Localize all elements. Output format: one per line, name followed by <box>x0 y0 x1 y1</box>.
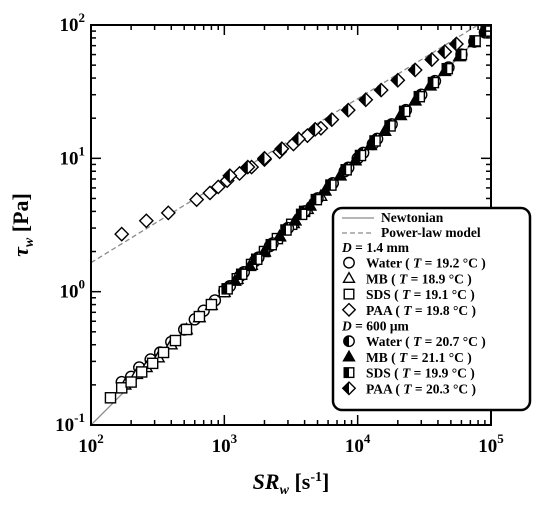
data-point <box>280 224 292 236</box>
legend-marker <box>341 381 357 396</box>
data-point <box>398 105 411 118</box>
data-point <box>210 179 226 195</box>
data-point <box>455 48 468 61</box>
data-point <box>189 192 205 208</box>
legend-group-header: D = 600 μm <box>341 319 409 334</box>
y-tick-label: 10-1 <box>55 410 85 436</box>
data-point <box>257 244 272 257</box>
data-point <box>138 213 154 229</box>
data-point <box>256 150 273 166</box>
data-point <box>114 226 130 242</box>
legend-series-label: PAA ( T = 19.8 °C ) <box>366 303 476 318</box>
data-point <box>441 62 454 75</box>
y-tick-label: 101 <box>60 143 86 169</box>
data-point <box>157 346 170 359</box>
data-point <box>205 298 218 311</box>
data-point <box>324 112 340 128</box>
data-point <box>227 273 242 286</box>
data-point <box>115 382 128 394</box>
data-point <box>373 82 389 98</box>
data-point <box>424 52 440 68</box>
y-tick-label: 100 <box>60 277 86 303</box>
data-point <box>390 72 406 88</box>
legend-marker <box>343 335 355 348</box>
data-point <box>384 120 396 132</box>
data-point <box>202 185 218 201</box>
data-point <box>125 376 137 388</box>
legend-series-label: MB ( T = 18.9 °C ) <box>366 271 472 286</box>
data-point <box>135 366 148 378</box>
data-point <box>437 44 453 60</box>
legend-marker <box>342 349 356 362</box>
data-point <box>427 76 440 89</box>
data-point <box>222 168 238 184</box>
data-point <box>235 268 248 281</box>
data-points <box>104 25 491 404</box>
data-point <box>310 193 323 206</box>
x-tick-label: 105 <box>478 431 504 457</box>
data-point <box>407 62 423 78</box>
data-point <box>307 121 323 137</box>
data-point <box>242 258 257 272</box>
data-point <box>221 283 233 295</box>
x-axis-label: SRw [s-1] <box>253 469 330 498</box>
legend-marker <box>343 367 355 379</box>
data-point <box>265 238 278 251</box>
data-point <box>340 164 352 176</box>
data-point <box>448 36 464 52</box>
data-point <box>104 392 117 404</box>
data-point <box>240 159 256 175</box>
legend-line-label: Newtonian <box>381 210 444 225</box>
data-point <box>469 35 481 47</box>
data-point <box>160 205 176 221</box>
legend-series-label: Water ( T = 19.2 °C ) <box>366 256 486 271</box>
y-axis-label: τw [Pa] <box>8 193 37 257</box>
data-point <box>274 141 290 157</box>
data-point <box>250 253 263 266</box>
legend-marker <box>343 256 355 269</box>
legend-marker <box>343 288 355 300</box>
legend-series-label: SDS ( T = 19.1 °C ) <box>366 287 475 302</box>
data-point <box>358 92 374 108</box>
legend-series-label: SDS ( T = 19.9 °C ) <box>366 366 475 381</box>
data-point <box>180 323 193 336</box>
data-point <box>340 102 356 118</box>
legend-marker <box>341 302 357 318</box>
x-tick-label: 102 <box>78 431 104 457</box>
legend-group-header: D = 1.4 mm <box>341 240 410 255</box>
data-point <box>295 208 308 221</box>
axis-ticks: 102 103 104 105 10-1 100 101 102 <box>55 10 504 457</box>
legend-box <box>331 206 532 412</box>
data-point <box>369 135 381 147</box>
data-point <box>413 90 426 103</box>
data-point <box>169 334 182 347</box>
legend-line-label: Power-law model <box>381 225 481 240</box>
series-sds-600um <box>221 25 491 295</box>
data-point <box>325 179 337 191</box>
data-point <box>146 357 159 370</box>
legend-series-label: PAA ( T = 20.3 °C ) <box>366 381 476 396</box>
legend-marker <box>342 271 356 283</box>
x-tick-label: 104 <box>345 431 371 457</box>
data-point <box>193 310 206 323</box>
series-paa-600um <box>222 36 464 184</box>
y-tick-label: 102 <box>60 10 86 36</box>
data-point <box>290 131 307 147</box>
x-tick-label: 103 <box>212 431 238 457</box>
legend-series-label: Water ( T = 20.7 °C ) <box>366 334 486 349</box>
data-point <box>354 149 367 162</box>
legend-series-label: MB ( T = 21.1 °C ) <box>366 350 472 365</box>
